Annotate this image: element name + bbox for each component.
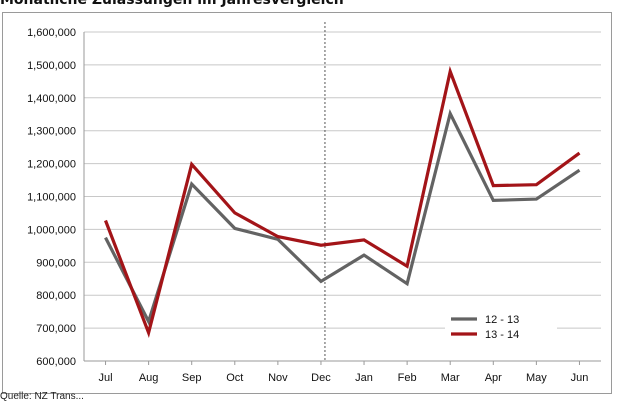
- x-tick-label: Jul: [99, 372, 113, 384]
- x-tick-label: Sep: [182, 372, 202, 384]
- x-tick-label: Apr: [485, 372, 502, 384]
- y-tick-label: 1,100,000: [27, 192, 76, 204]
- y-tick-label: 1,000,000: [27, 224, 76, 236]
- x-tick-label: Jun: [571, 372, 589, 384]
- y-tick-label: 600,000: [36, 356, 76, 368]
- y-tick-label: 1,500,000: [27, 60, 76, 72]
- y-tick-label: 1,600,000: [27, 27, 76, 39]
- y-tick-label: 800,000: [36, 290, 76, 302]
- x-tick-label: Aug: [139, 372, 159, 384]
- y-tick-label: 900,000: [36, 257, 76, 269]
- x-tick-label: Oct: [226, 372, 243, 384]
- x-tick-label: Nov: [268, 372, 288, 384]
- series-line-2: [106, 72, 580, 333]
- legend-box: [445, 307, 557, 347]
- legend-label: 13 - 14: [485, 329, 519, 341]
- y-tick-label: 1,300,000: [27, 126, 76, 138]
- y-tick-label: 1,400,000: [27, 93, 76, 105]
- y-tick-label: 700,000: [36, 323, 76, 335]
- source-note: Quelle: NZ Trans...: [0, 391, 84, 402]
- x-tick-label: May: [526, 372, 547, 384]
- x-tick-label: Dec: [311, 372, 331, 384]
- x-tick-label: Feb: [398, 372, 417, 384]
- y-tick-label: 1,200,000: [27, 159, 76, 171]
- x-tick-label: Mar: [441, 372, 460, 384]
- x-tick-label: Jan: [355, 372, 373, 384]
- legend-label: 12 - 13: [485, 314, 519, 326]
